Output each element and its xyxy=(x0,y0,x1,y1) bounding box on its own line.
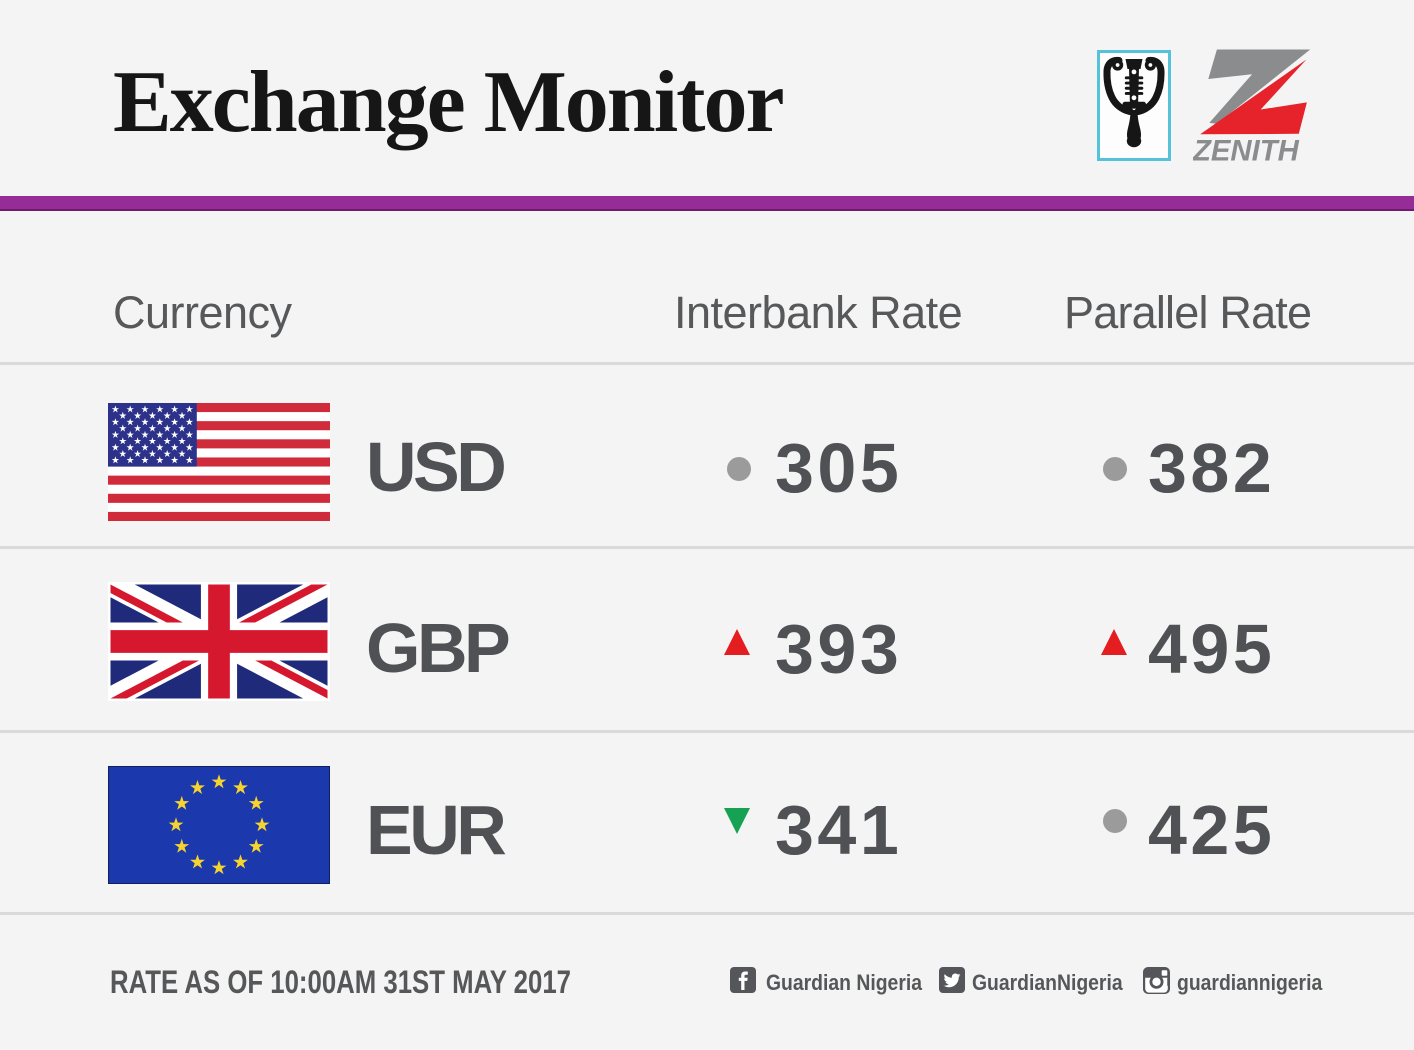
svg-text:ZENITH: ZENITH xyxy=(1193,135,1300,167)
